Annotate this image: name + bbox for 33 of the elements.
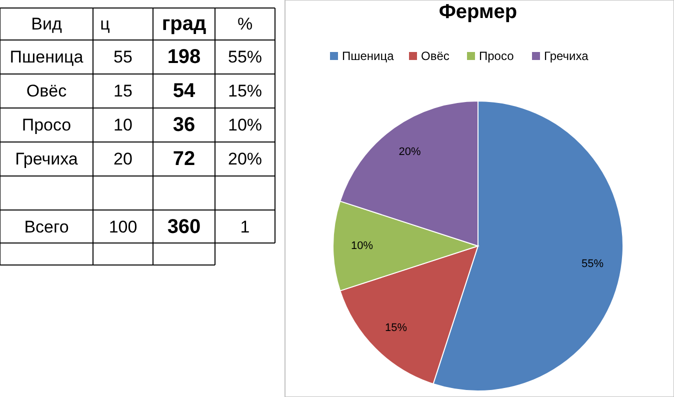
data-label: 15 bbox=[114, 82, 132, 100]
data-label: 54 bbox=[172, 80, 196, 102]
data-label: 10% bbox=[350, 240, 374, 252]
data-label: 20% bbox=[228, 150, 262, 168]
data-label: 36 bbox=[172, 114, 196, 136]
legend-label: Просо bbox=[479, 49, 514, 63]
text: ц bbox=[100, 14, 110, 34]
legend-label: Гречиха bbox=[544, 49, 589, 63]
data-label: 55 bbox=[114, 48, 132, 66]
category-label: Гречиха bbox=[15, 150, 78, 168]
text: % bbox=[237, 14, 253, 34]
category-label: Овёс bbox=[26, 82, 68, 100]
legend-title: Вид bbox=[31, 14, 62, 34]
legend-label: Овёс bbox=[421, 49, 450, 63]
text: Всего bbox=[24, 218, 69, 236]
text: град bbox=[162, 13, 206, 35]
data-label: 20 bbox=[114, 150, 132, 168]
legend-label: Пшеница bbox=[342, 49, 394, 63]
data-label: 55% bbox=[228, 48, 262, 66]
data-label: 72 bbox=[172, 148, 196, 170]
data-label: 55% bbox=[582, 258, 604, 270]
text: 1 bbox=[240, 218, 250, 236]
data-label: 10 bbox=[114, 116, 132, 134]
data-label: 20% bbox=[398, 146, 422, 158]
category-label: Пшеница bbox=[10, 48, 84, 66]
text: 100 bbox=[108, 218, 138, 236]
chart-title: Фермер bbox=[438, 1, 518, 23]
category-label: Просо bbox=[22, 116, 72, 134]
data-label: 15% bbox=[384, 322, 408, 334]
text: 360 bbox=[167, 216, 201, 238]
data-label: 198 bbox=[167, 46, 201, 68]
data-label: 15% bbox=[228, 82, 262, 100]
data-label: 10% bbox=[228, 116, 262, 134]
